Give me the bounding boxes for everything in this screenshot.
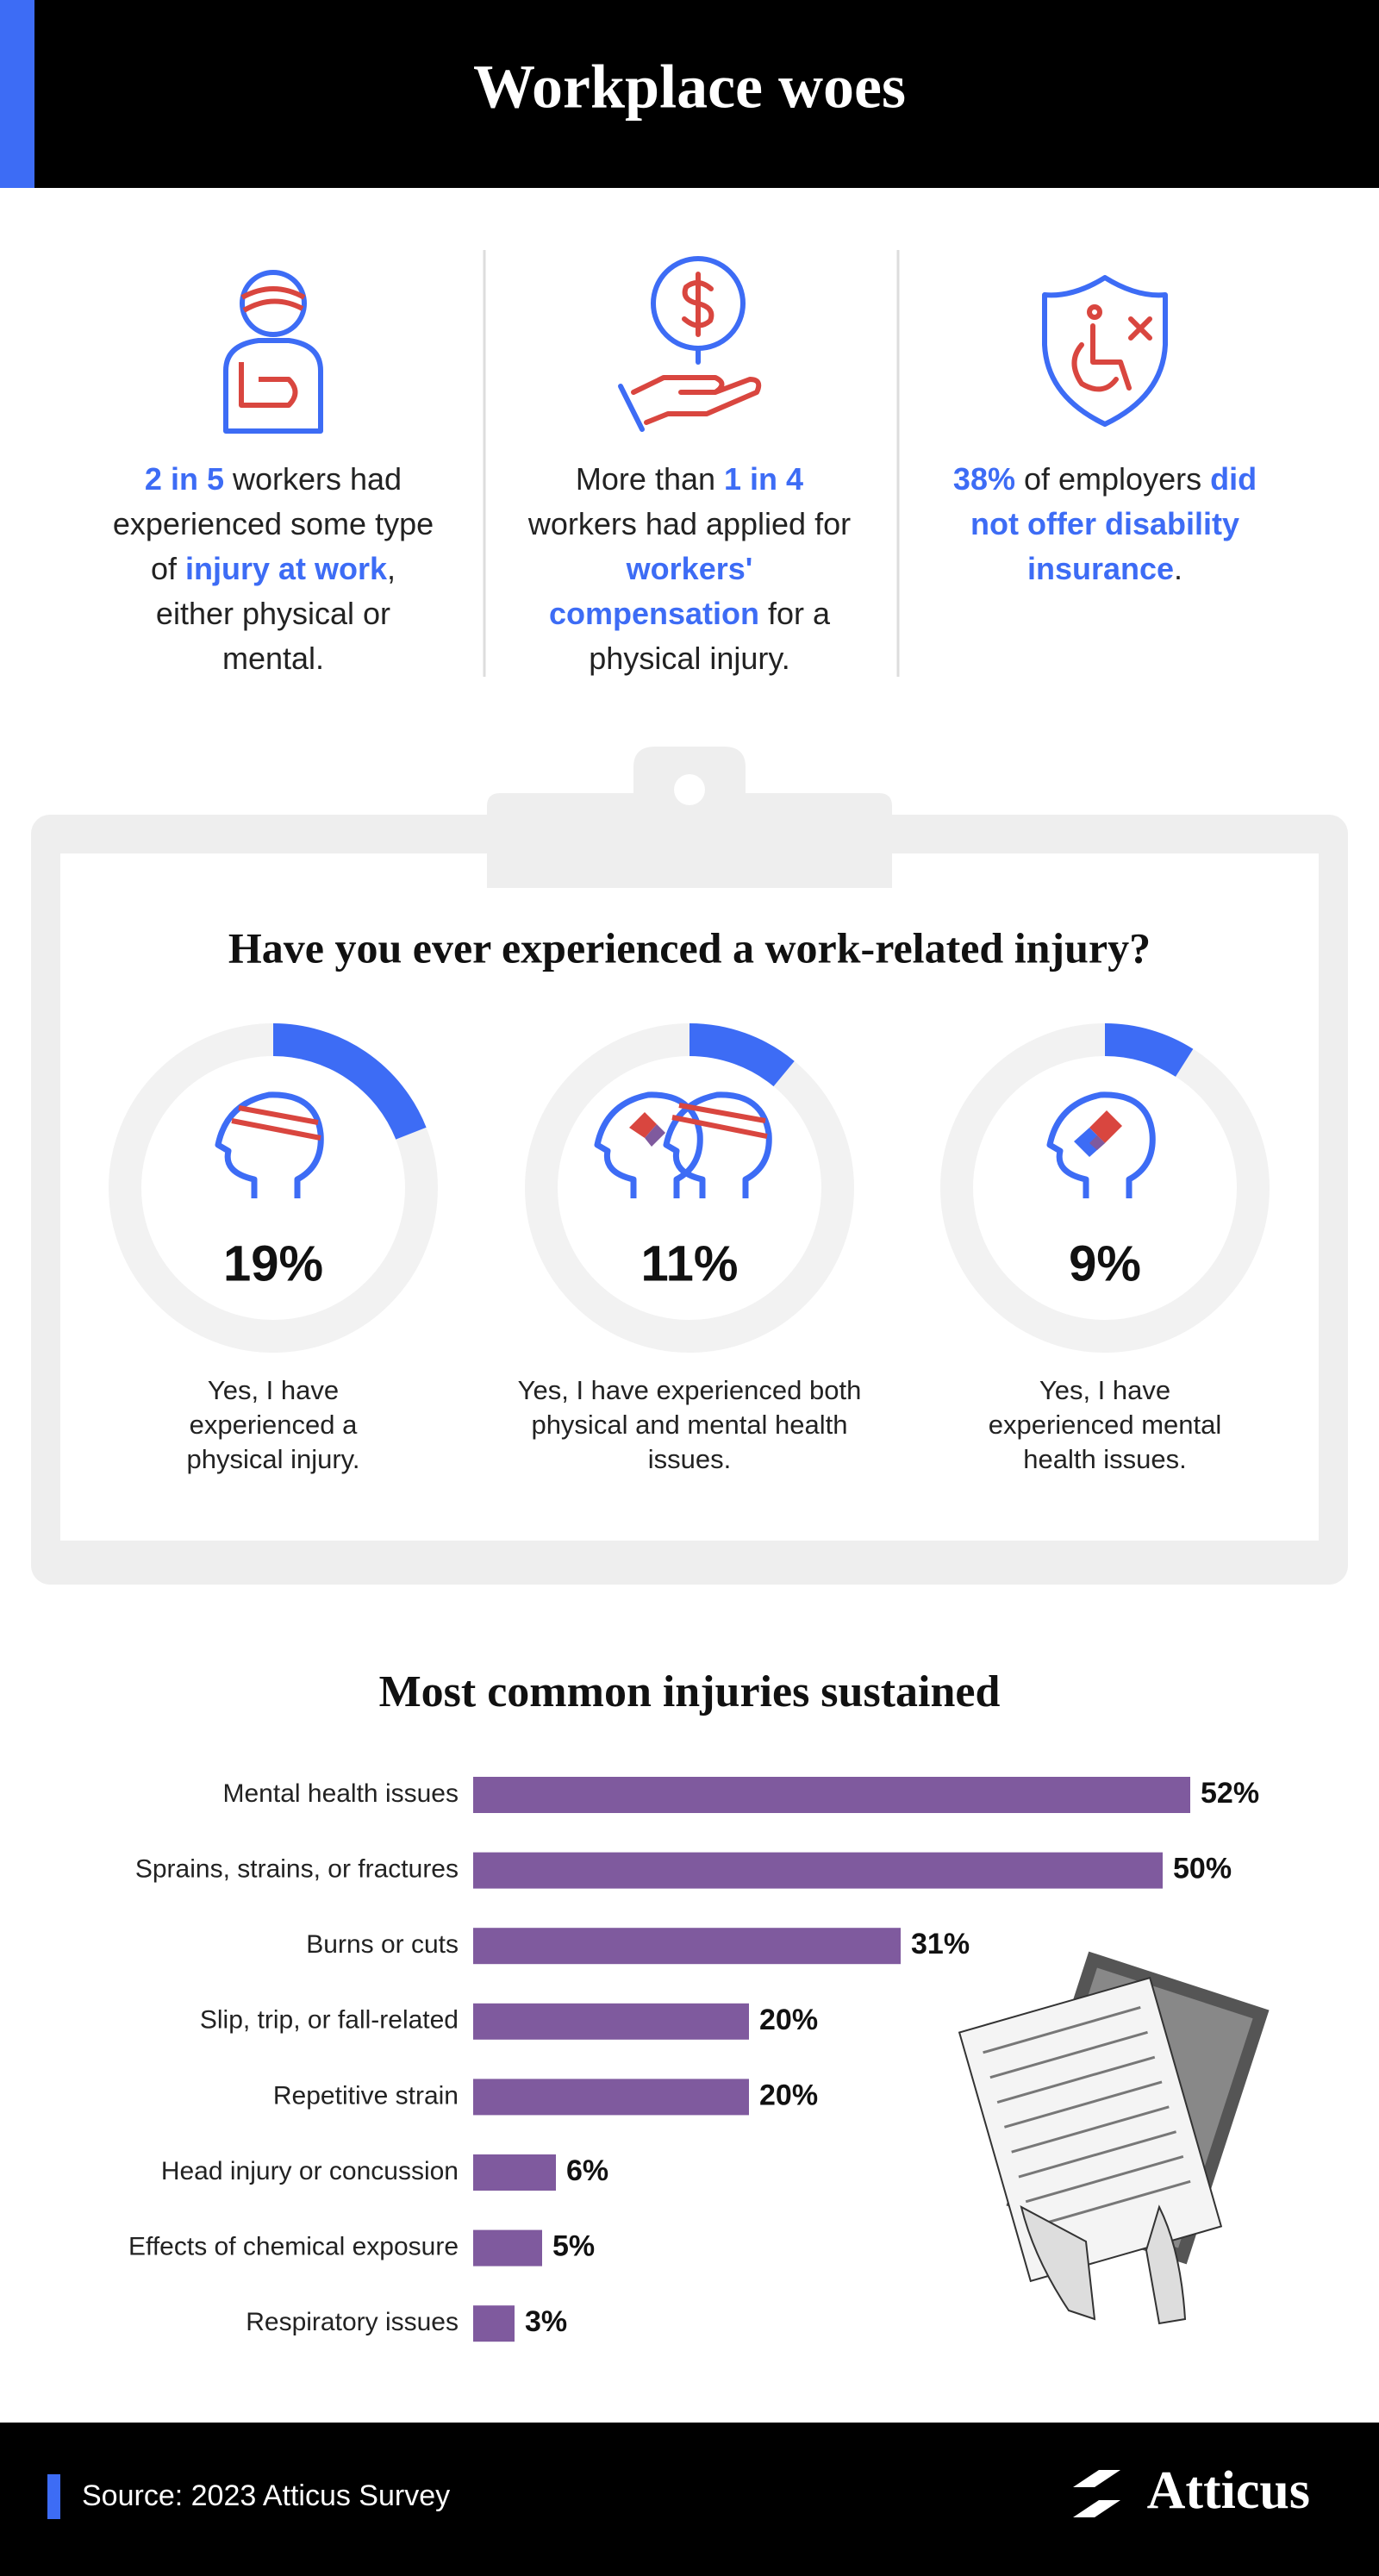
category-label: Mental health issues [223,1779,459,1808]
stat-segment: workers had applied for [527,506,852,541]
value-label: 20% [759,2004,818,2036]
bar [473,2003,749,2040]
heads-icon [594,1091,772,1198]
value-label: 3% [525,2305,567,2338]
category-label: Effects of chemical exposure [128,2233,459,2261]
donut-arc [272,1023,427,1141]
clip-hole [674,774,705,805]
bar-title: Most common injuries sustained [379,1667,1001,1716]
clipboard-paper [60,853,1319,1541]
compensation-icon [618,256,762,432]
logo: Atticus [1147,2461,1310,2520]
donut-value: 9% [1069,1235,1141,1291]
stat-segment: More than [575,461,725,497]
donut-title: Have you ever experienced a work-related… [228,923,1151,972]
disability-icon [1042,275,1168,427]
header-accent [0,0,34,188]
stat-highlight: injury at work [184,551,388,586]
value-label: 50% [1173,1853,1232,1885]
category-label: Slip, trip, or fall-related [200,2006,459,2035]
category-label: Respiratory issues [246,2308,459,2336]
value-label: 5% [552,2230,595,2263]
stat-highlight: workers' compensation [548,551,759,631]
stat-segment: . [1174,551,1183,586]
category-label: Burns or cuts [306,1930,459,1959]
donut-arc [1104,1023,1194,1078]
page-title: Workplace woes [473,53,906,122]
bar [473,1928,901,1965]
bar [473,2305,515,2342]
logo-mark [1073,2470,1120,2517]
stat-text: 2 in 5 workers had experienced some type… [109,457,437,681]
stat-segment: , either physical or mental. [155,551,396,676]
clipboard-clip [487,747,892,888]
stat-highlight: did not offer disability insurance [970,461,1257,586]
category-label: Sprains, strains, or fractures [135,1855,459,1884]
head-icon [1046,1091,1156,1198]
stat-segment: for a physical injury. [589,596,831,676]
donut-label: Yes, I have experienced a physical injur… [186,1375,360,1474]
stat-text: More than 1 in 4 workers had applied for… [526,457,853,681]
donut-value: 11% [641,1235,739,1291]
bar [473,2079,749,2116]
donut-label: Yes, I have experienced mental health is… [988,1375,1222,1474]
stat-highlight: 1 in 4 [724,461,804,497]
footer-bar [0,2423,1379,2576]
stat-segment: of employers [1014,461,1211,497]
footer-accent [47,2474,60,2519]
forms-illustration [958,1951,1270,2325]
source: Source: 2023 Atticus Survey [82,2479,450,2512]
value-label: 31% [911,1928,970,1960]
stat-highlight: 38% [952,461,1015,497]
head-icon [215,1091,324,1198]
donut-arc [689,1023,795,1087]
category-label: Head injury or concussion [161,2157,459,2185]
bar [473,1852,1163,1889]
category-label: Repetitive strain [273,2081,459,2110]
bar [473,2154,556,2191]
value-label: 20% [759,2079,818,2111]
donut-value: 19% [223,1235,323,1291]
donut-label: Yes, I have experienced both physical an… [517,1375,862,1474]
header-bar [0,0,1379,188]
value-label: 6% [566,2154,608,2187]
stat-highlight: 2 in 5 [144,461,224,497]
value-label: 52% [1201,1777,1259,1810]
bar [473,1777,1190,1813]
stat-text: 38% of employers did not offer disabilit… [937,457,1273,591]
injury-icon [223,270,323,434]
stat-segment: workers had experienced some type of [112,461,434,586]
bar [473,2229,542,2267]
